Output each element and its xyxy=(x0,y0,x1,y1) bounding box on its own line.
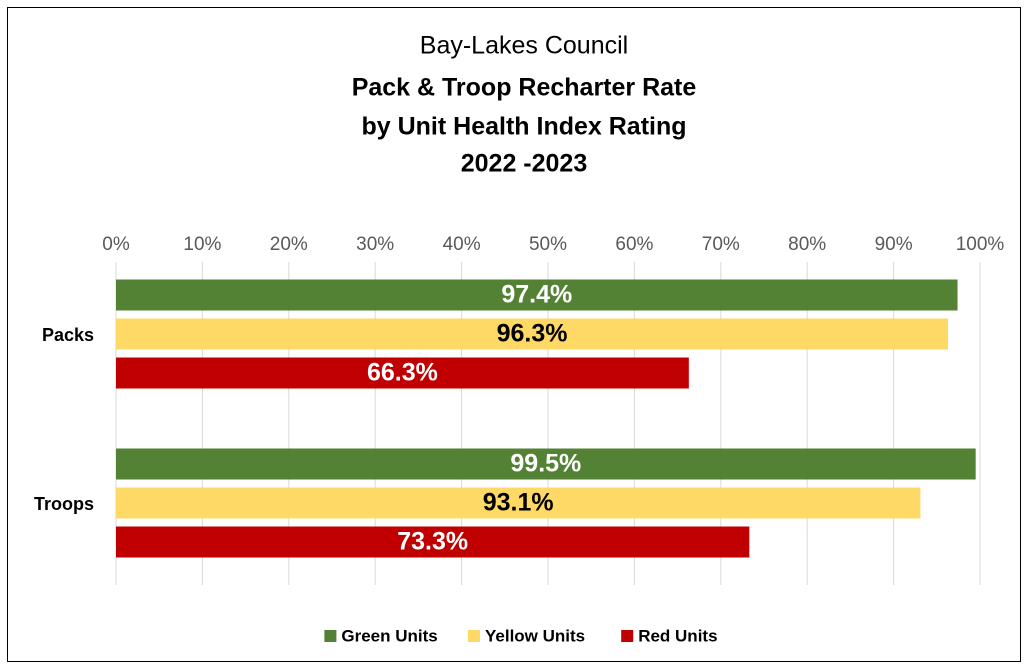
legend-label: Yellow Units xyxy=(485,626,585,645)
chart-title: Bay-Lakes Council xyxy=(420,32,628,60)
data-label: 97.4% xyxy=(501,281,572,309)
x-tick-label: 100% xyxy=(956,234,1005,255)
x-tick-label: 80% xyxy=(788,234,826,255)
chart-subtitle: by Unit Health Index Rating xyxy=(361,113,686,141)
x-tick-label: 10% xyxy=(183,234,221,255)
x-tick-label: 90% xyxy=(875,234,913,255)
x-tick-label: 60% xyxy=(615,234,653,255)
x-tick-label: 20% xyxy=(270,234,308,255)
bar xyxy=(116,318,949,350)
data-label: 73.3% xyxy=(397,528,468,556)
y-tick-label: Troops xyxy=(34,494,94,514)
x-tick-label: 30% xyxy=(356,234,394,255)
x-tick-label: 50% xyxy=(529,234,567,255)
legend-swatch xyxy=(468,630,480,642)
data-label: 66.3% xyxy=(367,359,438,387)
chart-subtitle: Pack & Troop Recharter Rate xyxy=(352,74,697,102)
legend-label: Red Units xyxy=(638,626,717,645)
bar xyxy=(116,357,689,389)
x-tick-label: 0% xyxy=(102,234,130,255)
bar xyxy=(116,448,976,480)
x-tick-label: 70% xyxy=(702,234,740,255)
data-label: 93.1% xyxy=(483,489,554,517)
y-tick-label: Packs xyxy=(42,325,94,345)
bar xyxy=(116,526,750,558)
legend-swatch xyxy=(324,630,337,642)
data-label: 99.5% xyxy=(510,450,581,478)
data-label: 96.3% xyxy=(497,320,568,348)
legend-swatch xyxy=(621,630,634,642)
bar xyxy=(116,279,958,311)
x-tick-label: 40% xyxy=(443,234,481,255)
legend-label: Green Units xyxy=(341,626,437,645)
bar xyxy=(116,487,921,519)
chart-subtitle: 2022 -2023 xyxy=(461,150,588,178)
